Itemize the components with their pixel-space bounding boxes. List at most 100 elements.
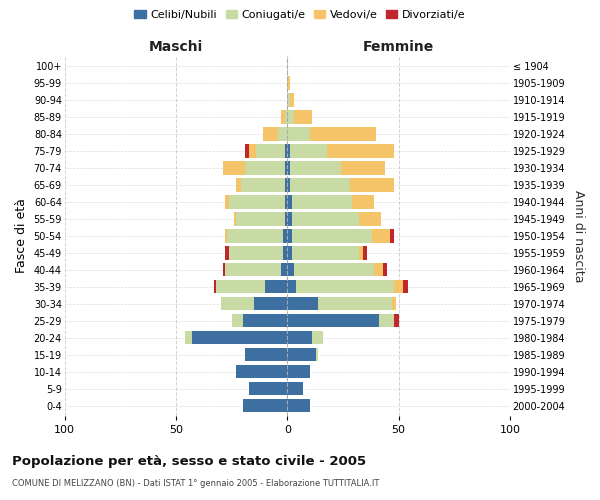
Bar xyxy=(243,399,287,412)
Bar xyxy=(256,144,285,158)
Bar xyxy=(229,246,283,260)
Bar xyxy=(372,230,390,242)
Bar xyxy=(287,162,290,174)
Bar xyxy=(287,348,316,362)
Bar xyxy=(250,144,256,158)
Y-axis label: Anni di nascita: Anni di nascita xyxy=(572,190,585,282)
Bar xyxy=(236,178,241,192)
Bar xyxy=(263,128,278,140)
Text: COMUNE DI MELIZZANO (BN) - Dati ISTAT 1° gennaio 2005 - Elaborazione TUTTITALIA.: COMUNE DI MELIZZANO (BN) - Dati ISTAT 1°… xyxy=(12,478,379,488)
Bar xyxy=(245,144,250,158)
Bar xyxy=(281,263,287,276)
Bar xyxy=(191,331,287,344)
Bar xyxy=(225,263,281,276)
Bar xyxy=(379,314,394,328)
Bar xyxy=(328,144,394,158)
Bar xyxy=(287,382,303,396)
Bar xyxy=(287,263,294,276)
Bar xyxy=(236,212,285,226)
Bar xyxy=(287,196,292,208)
Bar xyxy=(285,212,287,226)
Bar xyxy=(352,196,374,208)
Bar xyxy=(290,178,350,192)
Bar xyxy=(250,382,287,396)
Bar xyxy=(225,230,227,242)
Bar xyxy=(223,162,245,174)
Bar xyxy=(287,76,290,90)
Bar xyxy=(229,196,285,208)
Bar xyxy=(290,162,341,174)
Bar xyxy=(350,178,394,192)
Bar xyxy=(227,230,283,242)
Bar xyxy=(363,246,367,260)
Bar xyxy=(316,348,319,362)
Bar xyxy=(394,280,403,293)
Bar xyxy=(319,297,392,310)
Bar xyxy=(341,162,385,174)
Bar xyxy=(287,94,290,106)
Bar xyxy=(245,348,287,362)
Bar xyxy=(292,230,372,242)
Bar xyxy=(245,162,285,174)
Bar xyxy=(383,263,388,276)
Text: Femmine: Femmine xyxy=(363,40,434,54)
Bar xyxy=(287,212,292,226)
Bar xyxy=(392,297,397,310)
Bar xyxy=(359,212,381,226)
Bar xyxy=(232,314,243,328)
Bar xyxy=(292,196,352,208)
Bar xyxy=(290,94,294,106)
Bar xyxy=(374,263,383,276)
Bar xyxy=(287,144,290,158)
Bar xyxy=(287,178,290,192)
Bar xyxy=(287,230,292,242)
Bar xyxy=(225,246,229,260)
Text: Maschi: Maschi xyxy=(149,40,203,54)
Bar xyxy=(287,128,310,140)
Bar xyxy=(296,280,394,293)
Bar xyxy=(294,110,312,124)
Bar xyxy=(283,230,287,242)
Bar xyxy=(312,331,323,344)
Bar xyxy=(236,365,287,378)
Bar xyxy=(243,314,287,328)
Bar xyxy=(221,297,254,310)
Bar xyxy=(223,263,225,276)
Bar xyxy=(283,246,287,260)
Text: Popolazione per età, sesso e stato civile - 2005: Popolazione per età, sesso e stato civil… xyxy=(12,454,366,468)
Bar xyxy=(285,162,287,174)
Bar xyxy=(294,263,374,276)
Bar xyxy=(278,128,287,140)
Bar xyxy=(390,230,394,242)
Bar xyxy=(359,246,363,260)
Bar xyxy=(287,246,292,260)
Bar xyxy=(310,128,376,140)
Bar xyxy=(287,399,310,412)
Bar xyxy=(241,178,285,192)
Bar xyxy=(285,144,287,158)
Bar xyxy=(292,246,359,260)
Bar xyxy=(285,110,287,124)
Bar xyxy=(403,280,407,293)
Bar xyxy=(287,297,319,310)
Bar xyxy=(225,196,229,208)
Bar xyxy=(287,365,310,378)
Bar xyxy=(290,144,328,158)
Bar xyxy=(185,331,191,344)
Bar xyxy=(287,331,312,344)
Bar xyxy=(394,314,398,328)
Bar xyxy=(287,314,379,328)
Bar xyxy=(234,212,236,226)
Bar xyxy=(281,110,285,124)
Bar xyxy=(214,280,216,293)
Bar xyxy=(265,280,287,293)
Bar xyxy=(216,280,265,293)
Bar xyxy=(285,196,287,208)
Bar xyxy=(285,178,287,192)
Bar xyxy=(254,297,287,310)
Y-axis label: Fasce di età: Fasce di età xyxy=(15,198,28,274)
Legend: Celibi/Nubili, Coniugati/e, Vedovi/e, Divorziati/e: Celibi/Nubili, Coniugati/e, Vedovi/e, Di… xyxy=(130,6,470,25)
Bar xyxy=(292,212,359,226)
Bar xyxy=(287,280,296,293)
Bar xyxy=(287,110,294,124)
